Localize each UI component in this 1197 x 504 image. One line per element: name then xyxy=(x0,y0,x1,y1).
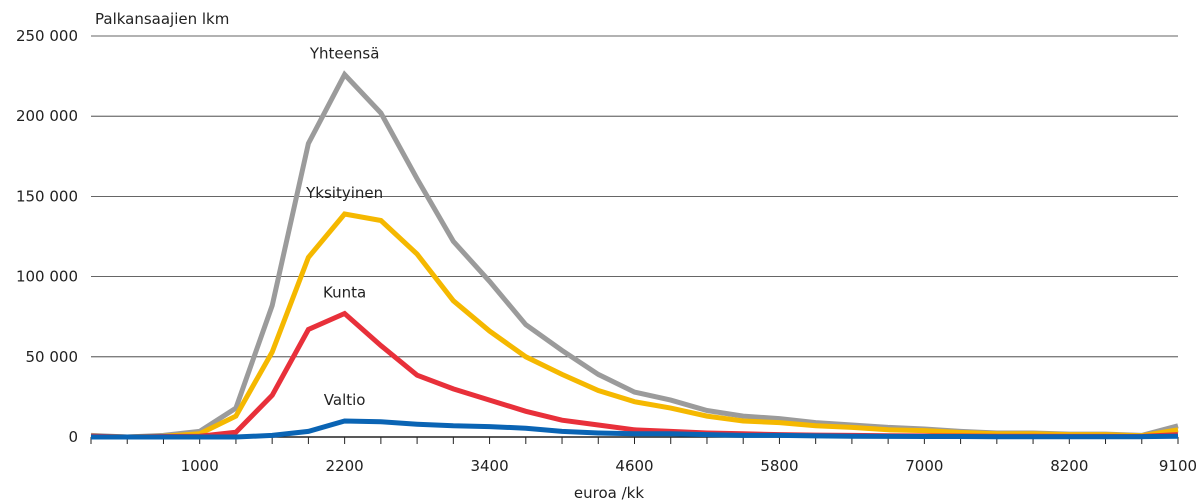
x-tick-label: 3400 xyxy=(470,457,508,475)
y-tick-labels: 0 50 000 100 000 150 000 200 000 250 000 xyxy=(16,27,78,446)
series-line-kunta xyxy=(90,310,1179,440)
x-tick-label: 4600 xyxy=(615,457,653,475)
x-tick-label: 7000 xyxy=(905,457,943,475)
series-line-valtio xyxy=(91,418,1179,440)
y-tick-label: 0 xyxy=(68,428,78,446)
series-labels: Yhteensä Yksityinen Kunta Valtio xyxy=(305,44,383,408)
x-tick-label: 5800 xyxy=(760,457,798,475)
series-label: Yksityinen xyxy=(305,184,383,202)
x-tick-label: 2200 xyxy=(326,457,364,475)
series-label: Valtio xyxy=(324,391,366,409)
x-axis: 1000 2200 3400 4600 5800 7000 8200 9100 xyxy=(90,436,1197,475)
y-tick-label: 100 000 xyxy=(16,268,78,286)
series-lines xyxy=(90,70,1179,440)
y-tick-label: 250 000 xyxy=(16,27,78,45)
series-label: Yhteensä xyxy=(309,44,380,62)
x-tick-label: 8200 xyxy=(1050,457,1088,475)
x-tick-label: 1000 xyxy=(181,457,219,475)
x-tick-label: 9100 xyxy=(1159,457,1197,475)
x-axis-title: euroa /kk xyxy=(574,484,644,502)
y-axis-title: Palkansaajien lkm xyxy=(95,10,229,28)
series-label: Kunta xyxy=(323,283,366,301)
gridlines xyxy=(91,35,1178,358)
y-tick-label: 50 000 xyxy=(26,348,79,366)
y-tick-label: 200 000 xyxy=(16,107,78,125)
y-tick-label: 150 000 xyxy=(16,187,78,205)
series-line-yksityinen xyxy=(90,211,1179,440)
